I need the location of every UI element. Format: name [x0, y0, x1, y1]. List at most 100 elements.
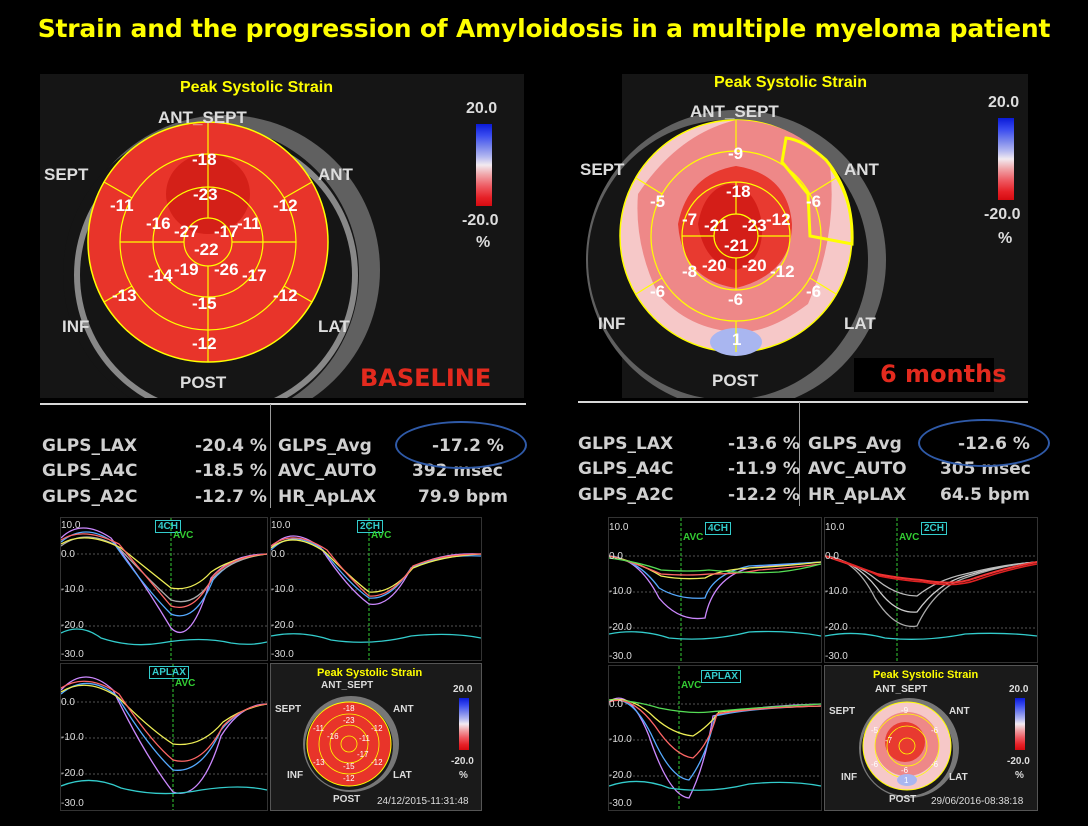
baseline-2ch-plot: 2CH AVC 10.0 0.0 -10.0 -20.0 -30.0: [270, 517, 482, 661]
segment-value: -13: [112, 286, 137, 305]
y-tick: -10.0: [609, 734, 632, 745]
wall-label-lat: LAT: [393, 770, 412, 781]
segment-value: -12: [273, 196, 298, 215]
wall-label-sept: SEPT: [44, 165, 89, 184]
wall-label-inf: INF: [598, 314, 626, 333]
segment-value: -6: [728, 290, 744, 309]
wall-label-ant: ANT: [318, 165, 353, 184]
y-tick: -30.0: [825, 651, 848, 662]
glps-a2c-label: GLPS_A2C: [42, 487, 138, 507]
strain-curves-svg: [609, 666, 821, 810]
y-tick: -30.0: [609, 651, 632, 662]
segment-value: -6: [806, 192, 822, 211]
plot-label-aplax: APLAX: [701, 670, 741, 683]
glps-lax-value: -20.4 %: [195, 436, 267, 456]
avc-marker-label: AVC: [681, 680, 702, 691]
y-tick: 0.0: [271, 549, 285, 560]
glps-a2c-label: GLPS_A2C: [578, 485, 674, 505]
segment-value: -27: [174, 222, 199, 241]
followup-label: 6 months: [880, 360, 1007, 388]
followup-divider: [578, 401, 1028, 403]
color-scale-bar: [998, 118, 1014, 200]
page-title: Strain and the progression of Amyloidosi…: [37, 14, 1051, 43]
y-tick: 0.0: [825, 551, 839, 562]
plot-label-4ch: 4CH: [705, 522, 732, 535]
y-tick: -30.0: [61, 649, 84, 660]
wall-label-ant-sept: ANT_SEPT: [875, 684, 928, 695]
timestamp: 24/12/2015-11:31:48: [377, 796, 469, 807]
thumb-segment: -12: [371, 758, 383, 767]
wall-label-post: POST: [333, 794, 361, 805]
wall-label-sept: SEPT: [275, 704, 302, 715]
segment-value: -12: [770, 262, 795, 281]
segment-value: -6: [806, 282, 822, 301]
y-tick: 0.0: [609, 551, 623, 562]
scale-max: 20.0: [1009, 684, 1029, 695]
segment-value: -26: [214, 260, 239, 279]
plot-label-4ch: 4CH: [155, 520, 182, 533]
y-tick: 10.0: [609, 522, 629, 533]
thumb-segment: -6: [931, 726, 939, 735]
y-tick: -10.0: [825, 586, 848, 597]
segment-value: -23: [742, 216, 767, 235]
avc-auto-label: AVC_AUTO: [808, 459, 907, 479]
segment-value: -15: [192, 294, 217, 313]
segment-value: -12: [766, 210, 791, 229]
thumb-title: Peak Systolic Strain: [317, 667, 423, 679]
followup-bullseye-panel: Peak Systolic Strain ANT_SEPT SEPT ANT I…: [578, 74, 1028, 398]
wall-label-post: POST: [889, 794, 917, 805]
y-tick: 10.0: [271, 520, 291, 531]
color-scale-bar: [1015, 698, 1025, 750]
strain-curves-svg: [825, 518, 1037, 662]
wall-label-post: POST: [180, 373, 227, 392]
y-tick: -10.0: [61, 584, 84, 595]
segment-value: -18: [192, 150, 217, 169]
scale-min: -20.0: [451, 756, 474, 767]
wall-label-inf: INF: [287, 770, 304, 781]
followup-bullseye-thumbnail: Peak Systolic Strain ANT_SEPT SEPT ANT I…: [824, 665, 1038, 811]
segment-value: -12: [192, 334, 217, 353]
glps-a4c-value: -18.5 %: [195, 461, 267, 481]
segment-value: -5: [650, 192, 666, 211]
segment-value: -12: [273, 286, 298, 305]
y-tick: 0.0: [609, 699, 623, 710]
y-tick: 10.0: [825, 522, 845, 533]
scale-max: 20.0: [453, 684, 473, 695]
y-tick: -20.0: [609, 770, 632, 781]
thumb-segment: -6: [871, 760, 879, 769]
avc-marker-label: AVC: [899, 532, 920, 543]
y-tick: 0.0: [61, 549, 75, 560]
scale-unit: %: [459, 770, 468, 781]
segment-value: -11: [237, 214, 261, 233]
wall-label-ant: ANT: [949, 706, 970, 717]
thumb-segment: -5: [871, 726, 879, 735]
thumb-segment: 1: [904, 776, 909, 785]
y-tick: 10.0: [61, 520, 81, 531]
wall-label-sept: SEPT: [829, 706, 856, 717]
thumb-title: Peak Systolic Strain: [873, 669, 979, 681]
thumb-segment: -7: [885, 736, 893, 745]
segment-value: -21: [724, 236, 749, 255]
hr-aplax-label: HR_ApLAX: [278, 487, 377, 507]
wall-label-inf: INF: [841, 772, 858, 783]
glps-a4c-value: -11.9 %: [728, 459, 800, 479]
baseline-bullseye-thumbnail: Peak Systolic Strain ANT_SEPT SEPT ANT I…: [270, 663, 482, 811]
color-scale-bar: [459, 698, 469, 750]
baseline-aplax-plot: APLAX AVC 0.0 -10.0 -20.0 -30.0: [60, 663, 268, 811]
glps-lax-label: GLPS_LAX: [578, 434, 674, 454]
baseline-metrics-separator: [270, 404, 271, 508]
thumb-segment: -18: [343, 704, 355, 713]
strain-curves-svg: [61, 664, 267, 810]
y-tick: -10.0: [271, 584, 294, 595]
thumb-segment: -11: [313, 724, 324, 733]
thumb-segment: -13: [313, 758, 325, 767]
label-backing: [854, 358, 994, 392]
scale-max: 20.0: [466, 100, 498, 117]
y-tick: -20.0: [825, 622, 848, 633]
glps-lax-value: -13.6 %: [728, 434, 800, 454]
avc-marker-label: AVC: [175, 678, 196, 689]
bullseye-title: Peak Systolic Strain: [180, 79, 333, 96]
glps-avg-label: GLPS_Avg: [278, 436, 372, 456]
scale-min: -20.0: [1007, 756, 1030, 767]
y-tick: -30.0: [271, 649, 294, 660]
